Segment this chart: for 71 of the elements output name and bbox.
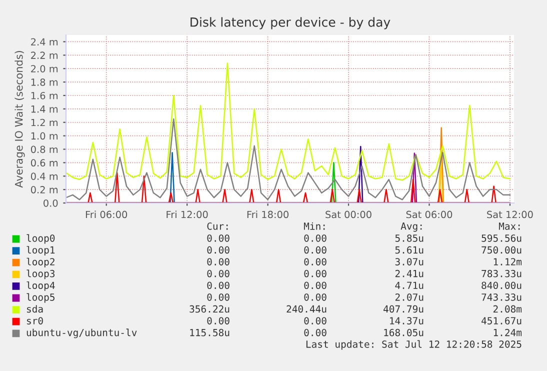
x-tick-label: Sat 12:00 (487, 210, 533, 218)
text: Max: (498, 222, 520, 230)
text: 451.67u (482, 317, 522, 324)
legend-label: loop0 (26, 234, 55, 244)
text: 0.00 (304, 282, 326, 290)
text: 0.00 (304, 328, 326, 336)
text: 0.00 (207, 246, 230, 254)
text: 0.00 (207, 282, 230, 290)
text: 840.00u (482, 282, 522, 290)
text: 783.33u (482, 270, 522, 278)
text: 0.00 (207, 270, 230, 278)
y-tick-label: 1.6 m (31, 92, 58, 100)
text: 2.41u (395, 270, 424, 278)
text: 3.07u (395, 258, 424, 266)
text: 356.22u (190, 305, 230, 313)
text: 0.00 (304, 270, 326, 278)
y-tick-label: 0.2 m (30, 186, 58, 194)
text: 743.33u (482, 293, 522, 301)
x-tick-label: Sat 00:00 (326, 210, 372, 218)
text: 1.12m (494, 258, 522, 266)
text: Avg: (400, 222, 422, 232)
text: 0.00 (304, 317, 326, 324)
text: 0.00 (207, 258, 230, 266)
text: 1.24m (494, 328, 522, 336)
legend-label: loop1 (26, 246, 55, 256)
legend-label: sr0 (27, 317, 43, 324)
legend-label: loop3 (26, 270, 55, 280)
text: 2.07u (395, 293, 424, 301)
text: 0.00 (304, 258, 326, 266)
text: Cur: (207, 222, 228, 230)
x-tick-label: Sat 06:00 (406, 210, 452, 218)
y-tick-label: 2.2 m (31, 52, 58, 59)
text: 407.79u (384, 305, 424, 313)
x-tick-label: Fri 18:00 (247, 210, 289, 218)
text: Min: (304, 222, 325, 230)
text: 4.71u (395, 282, 424, 290)
y-tick-label: 1.2 m (31, 118, 58, 126)
text: 2.08m (493, 305, 522, 313)
text: 5.61u (395, 246, 424, 254)
y-tick-label: 2.4 m (31, 38, 58, 46)
text: 115.58u (190, 328, 230, 336)
text: 240.44u (286, 305, 326, 313)
text: 0.00 (207, 317, 230, 324)
text: Last update: Sat Jul 12 12:20:58 2025 (306, 340, 522, 350)
text: 14.37u (390, 317, 424, 324)
y-tick-label: 0.0 (44, 199, 58, 207)
text: 0.00 (207, 293, 230, 301)
text: 0.00 (304, 246, 326, 254)
chart-title: Disk latency per device - by day (190, 17, 390, 30)
x-tick-label: Fri 06:00 (86, 210, 128, 218)
y-tick-label: 1.0 m (31, 132, 58, 140)
text: 0.00 (207, 234, 230, 242)
text: 0.00 (304, 234, 326, 242)
text: 750.00u (482, 246, 522, 254)
legend-label: ubuntu-vg/ubuntu-lv (26, 328, 137, 338)
legend-label: loop4 (26, 281, 55, 291)
y-tick-label: 0.6 m (30, 159, 58, 167)
legend-label: sda (27, 305, 43, 313)
y-tick-label: 1.8 m (31, 78, 58, 86)
y-axis-title: Average IO Wait (seconds) (14, 51, 25, 188)
text: 0.00 (304, 293, 326, 301)
legend-label: loop5 (26, 293, 54, 303)
text: 595.56u (482, 234, 522, 242)
y-tick-label: 0.8 m (30, 146, 58, 154)
x-tick-label: Fri 12:00 (166, 210, 208, 218)
legend-label: loop2 (26, 258, 54, 268)
y-tick-label: 2.0 m (31, 65, 58, 72)
text: 168.05u (384, 328, 424, 336)
text: 5.85u (395, 234, 424, 242)
y-tick-label: 1.4 m (31, 106, 58, 113)
y-tick-label: 0.4 m (30, 172, 58, 180)
